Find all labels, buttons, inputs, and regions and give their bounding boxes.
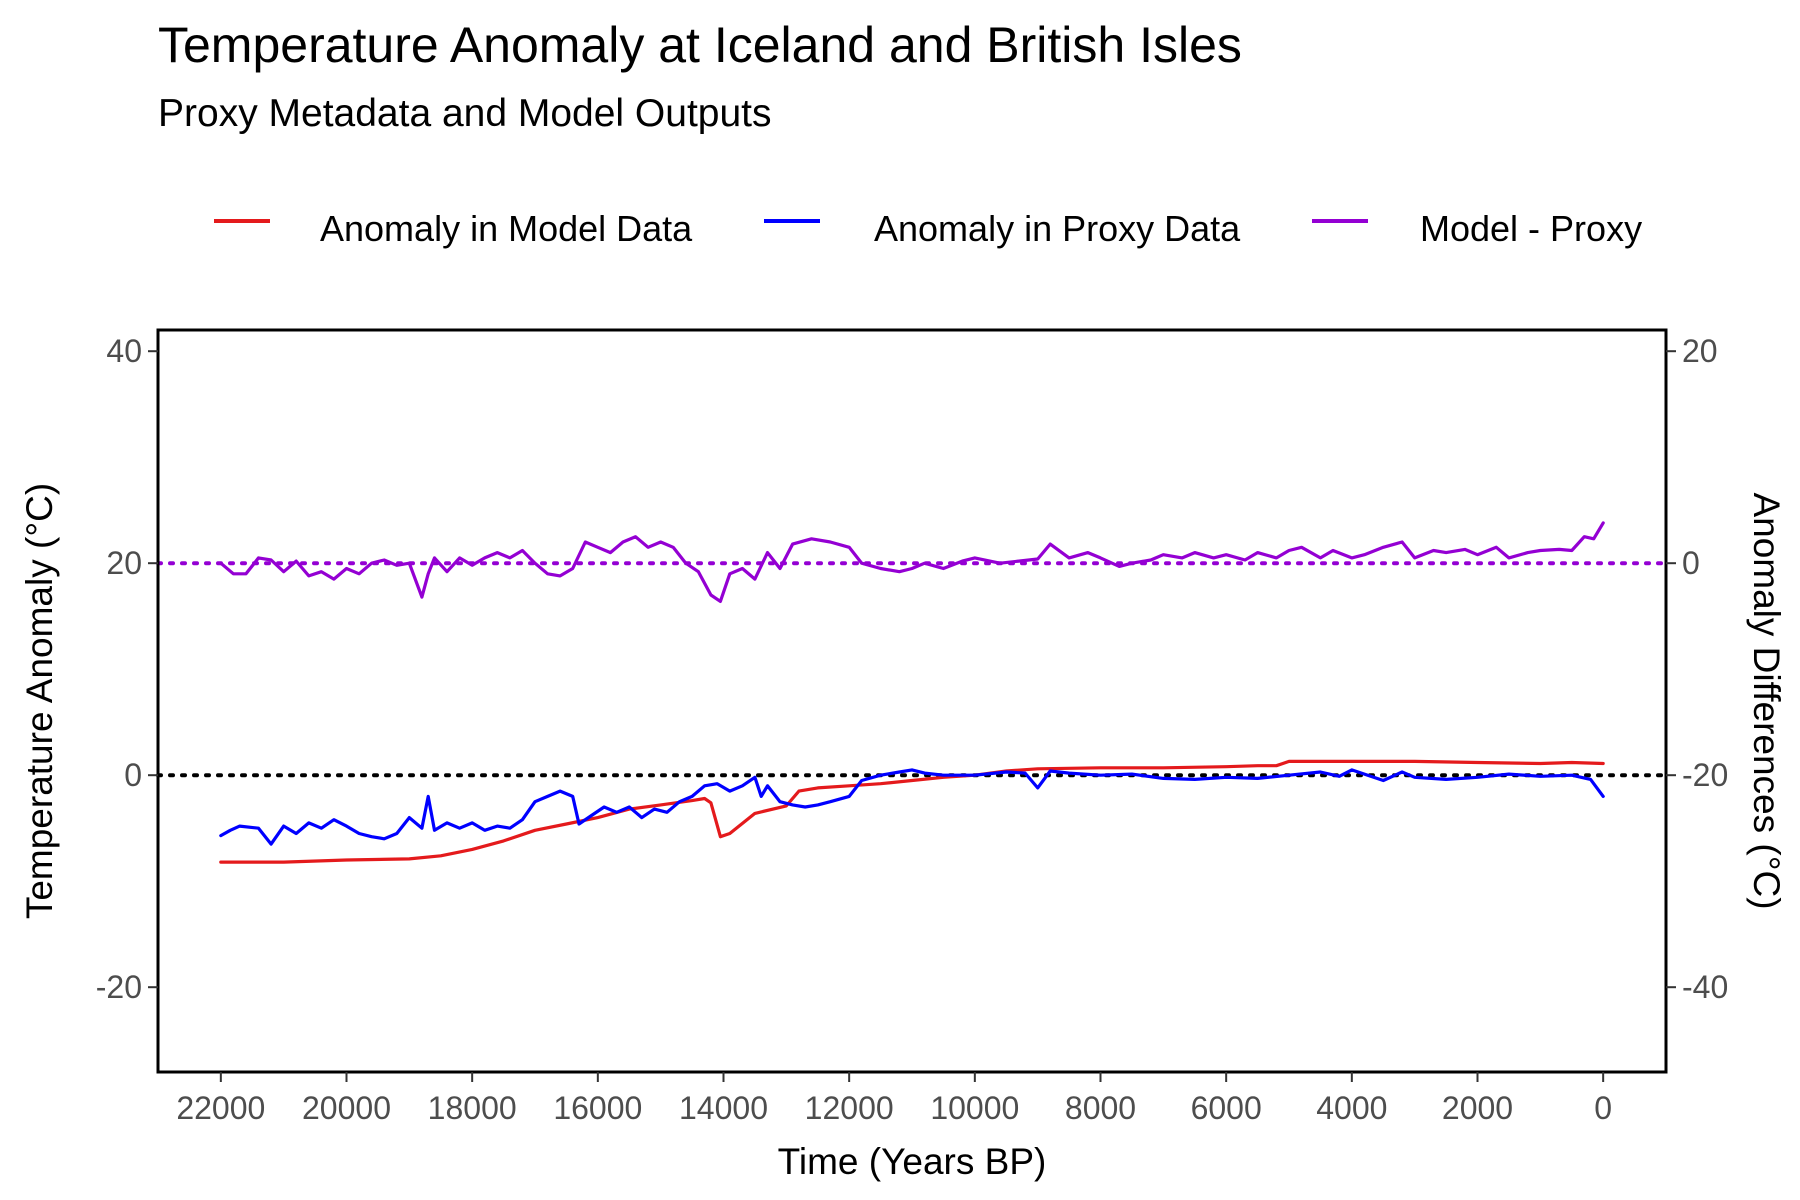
y2-tick-label: 0	[1682, 545, 1700, 581]
y-axis-left: -20 0 20 40	[96, 333, 158, 1005]
x-tick-label: 4000	[1316, 1090, 1387, 1126]
chart-title: Temperature Anomaly at Iceland and Briti…	[158, 17, 1242, 73]
x-tick-label: 22000	[176, 1090, 265, 1126]
y-axis-right: -40 -20 0 20	[1666, 333, 1728, 1005]
x-tick-label: 2000	[1442, 1090, 1513, 1126]
plot-panel-border	[156, 328, 1668, 1074]
legend-label-difference: Model - Proxy	[1420, 208, 1642, 249]
x-tick-label: 6000	[1191, 1090, 1262, 1126]
y-tick-label: -20	[96, 969, 142, 1005]
y-axis-title: Temperature Anomaly (°C)	[19, 483, 60, 919]
legend: Anomaly in Model Data Anomaly in Proxy D…	[214, 208, 1642, 249]
legend-label-model: Anomaly in Model Data	[320, 208, 693, 249]
x-tick-label: 14000	[679, 1090, 768, 1126]
x-tick-label: 20000	[302, 1090, 391, 1126]
chart-subtitle: Proxy Metadata and Model Outputs	[158, 92, 772, 135]
x-axis: 22000 20000 18000 16000 14000 12000 10000 8000 6…	[176, 1072, 1612, 1126]
x-tick-label: 8000	[1065, 1090, 1136, 1126]
x-tick-label: 0	[1594, 1090, 1612, 1126]
series-difference-line	[219, 521, 1605, 604]
y-tick-label: 0	[124, 757, 142, 793]
y2-tick-label: 20	[1682, 333, 1718, 369]
x-tick-label: 12000	[805, 1090, 894, 1126]
y2-tick-label: -20	[1682, 757, 1728, 793]
series-lines	[219, 521, 1605, 864]
y2-axis-title: Anomaly Differences (°C)	[1746, 492, 1787, 909]
x-tick-label: 18000	[428, 1090, 517, 1126]
series-model-line	[219, 759, 1605, 864]
y2-tick-label: -40	[1682, 969, 1728, 1005]
reference-lines	[156, 561, 1668, 778]
x-axis-title: Time (Years BP)	[778, 1141, 1047, 1182]
series-proxy-line	[219, 768, 1605, 846]
y-tick-label: 40	[106, 333, 142, 369]
y-tick-label: 20	[106, 545, 142, 581]
x-tick-label: 16000	[553, 1090, 642, 1126]
x-tick-label: 10000	[930, 1090, 1019, 1126]
legend-label-proxy: Anomaly in Proxy Data	[874, 208, 1241, 249]
